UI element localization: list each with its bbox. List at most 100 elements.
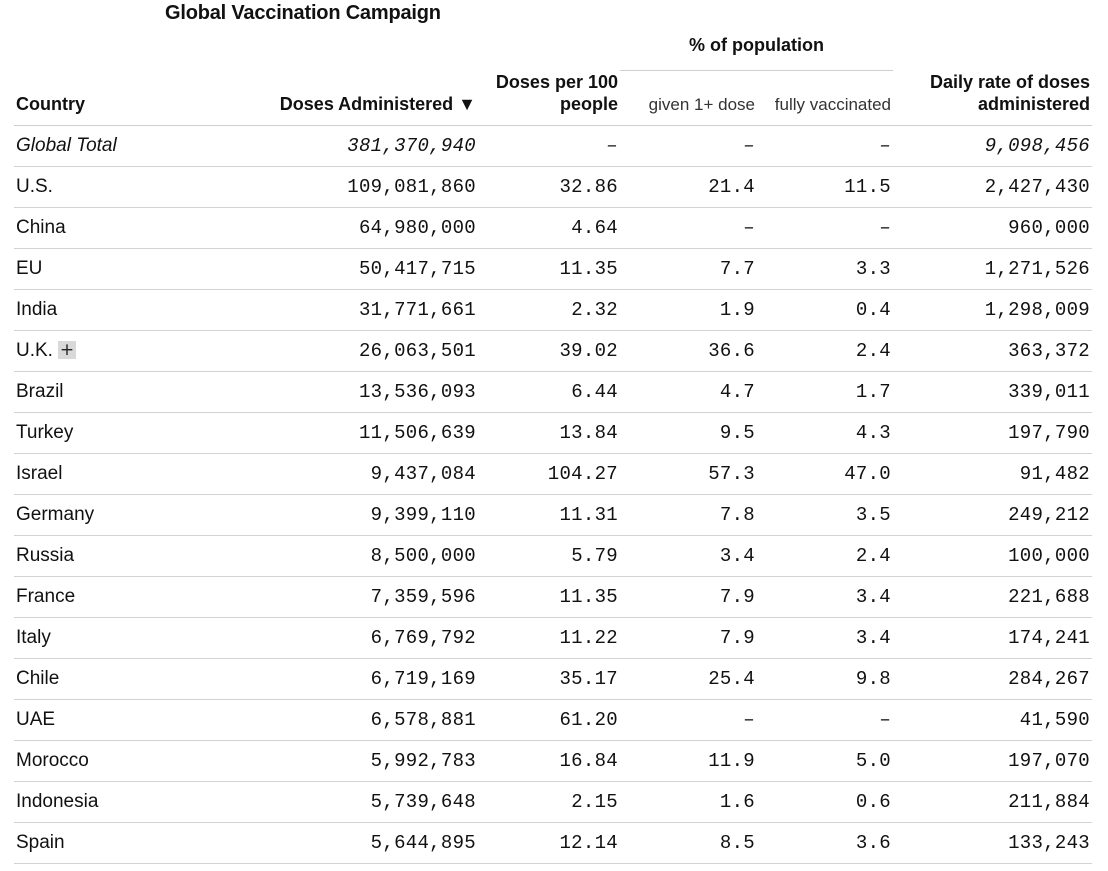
doses-administered: 8,500,000 <box>264 535 478 577</box>
doses-administered: 6,578,881 <box>264 699 478 741</box>
country-label: EU <box>16 257 43 279</box>
given-one-dose: – <box>620 125 757 167</box>
doses-per-100: – <box>478 125 620 167</box>
daily-rate: 363,372 <box>893 330 1093 372</box>
doses-per-100: 11.35 <box>478 248 620 290</box>
doses-administered: 6,769,792 <box>264 617 478 659</box>
given-one-dose: 4.7 <box>620 371 757 413</box>
fully-vaccinated: 1.7 <box>757 371 894 413</box>
daily-rate: 221,688 <box>893 576 1093 618</box>
fully-vaccinated: 3.4 <box>757 576 894 618</box>
doses-administered: 31,771,661 <box>264 289 478 331</box>
page-title: Global Vaccination Campaign <box>165 2 441 24</box>
fully-vaccinated: 3.4 <box>757 617 894 659</box>
doses-per-100: 104.27 <box>478 453 620 495</box>
daily-rate: 1,271,526 <box>893 248 1093 290</box>
header-doses-administered[interactable]: Doses Administered ▼ <box>264 70 478 126</box>
given-one-dose: – <box>620 207 757 249</box>
table-row: China 64,980,000 4.64– –960,000 <box>14 207 1093 249</box>
fully-vaccinated: 2.4 <box>757 535 894 577</box>
country-label: U.K. <box>16 339 53 361</box>
daily-rate: 197,070 <box>893 740 1093 782</box>
doses-administered: 109,081,860 <box>264 166 478 208</box>
country-name: Israel <box>14 453 264 495</box>
fully-vaccinated: 4.3 <box>757 412 894 454</box>
country-name: Indonesia <box>14 781 264 823</box>
doses-administered: 7,359,596 <box>264 576 478 618</box>
fully-vaccinated: 3.5 <box>757 494 894 536</box>
table-row: U.S. 109,081,860 32.86 21.4 11.5 2,427,430 <box>14 166 1093 208</box>
table-row: Italy 6,769,792 11.22 7.9 3.4 174,241 <box>14 617 1093 659</box>
daily-rate: 1,298,009 <box>893 289 1093 331</box>
given-one-dose: 11.9 <box>620 740 757 782</box>
daily-rate: 249,212 <box>893 494 1093 536</box>
given-one-dose: 7.9 <box>620 617 757 659</box>
header-pct-population: % of population <box>689 35 824 55</box>
table-row: U.K. +26,063,501 39.02 36.6 2.4 363,372 <box>14 330 1093 372</box>
doses-administered: 6,719,169 <box>264 658 478 700</box>
country-label: Turkey <box>16 421 74 443</box>
fully-vaccinated: – <box>757 699 894 741</box>
doses-per-100: 2.15 <box>478 781 620 823</box>
fully-vaccinated: 5.0 <box>757 740 894 782</box>
given-one-dose: – <box>620 699 757 741</box>
doses-per-100: 13.84 <box>478 412 620 454</box>
country-name: U.K. + <box>14 330 264 372</box>
doses-per-100: 11.35 <box>478 576 620 618</box>
daily-rate: 133,243 <box>893 822 1093 864</box>
daily-rate: 339,011 <box>893 371 1093 413</box>
header-doses-per-100[interactable]: Doses per 100 people <box>478 70 620 126</box>
fully-vaccinated: 47.0 <box>757 453 894 495</box>
fully-vaccinated: 0.4 <box>757 289 894 331</box>
header-given-one-dose[interactable]: given 1+ dose <box>620 70 757 126</box>
table-row-global-total: Global Total 381,370,940 – – – 9,098,456 <box>14 125 1093 167</box>
given-one-dose: 1.9 <box>620 289 757 331</box>
table-row: Germany 9,399,110 11.31 7.8 3.5 249,212 <box>14 494 1093 536</box>
doses-administered: 5,992,783 <box>264 740 478 782</box>
country-name: Spain <box>14 822 264 864</box>
doses-administered: 13,536,093 <box>264 371 478 413</box>
country-name: Russia <box>14 535 264 577</box>
header-spacer <box>478 34 620 71</box>
table-row: Brazil 13,536,093 6.44 4.7 1.7 339,011 <box>14 371 1093 413</box>
expand-row-button[interactable]: + <box>57 340 76 361</box>
daily-rate: 9,098,456 <box>893 125 1093 167</box>
header-spacer <box>14 34 264 71</box>
country-name: Brazil <box>14 371 264 413</box>
table-row: India 31,771,661 2.32 1.9 0.4 1,298,009 <box>14 289 1093 331</box>
country-name: EU <box>14 248 264 290</box>
country-label: Russia <box>16 544 75 566</box>
country-name: China <box>14 207 264 249</box>
country-label: India <box>16 298 58 320</box>
daily-rate: 100,000 <box>893 535 1093 577</box>
country-name: France <box>14 576 264 618</box>
header-fully-vaccinated[interactable]: fully vaccinated <box>757 70 894 126</box>
doses-administered: 381,370,940 <box>264 125 478 167</box>
country-label: China <box>16 216 66 238</box>
given-one-dose: 1.6 <box>620 781 757 823</box>
doses-per-100: 39.02 <box>478 330 620 372</box>
header-daily-rate[interactable]: Daily rate of doses administered <box>893 70 1093 126</box>
daily-rate: 284,267 <box>893 658 1093 700</box>
country-name: Italy <box>14 617 264 659</box>
doses-per-100: 6.44 <box>478 371 620 413</box>
header-country[interactable]: Country <box>14 70 264 126</box>
doses-administered: 9,399,110 <box>264 494 478 536</box>
country-label: Italy <box>16 626 51 648</box>
doses-per-100: 16.84 <box>478 740 620 782</box>
country-label: Morocco <box>16 749 89 771</box>
doses-per-100: 5.79 <box>478 535 620 577</box>
given-one-dose: 7.9 <box>620 576 757 618</box>
daily-rate: 91,482 <box>893 453 1093 495</box>
given-one-dose: 21.4 <box>620 166 757 208</box>
daily-rate: 211,884 <box>893 781 1093 823</box>
table-row: Israel 9,437,084 104.27 57.3 47.0 91,482 <box>14 453 1093 495</box>
doses-administered: 9,437,084 <box>264 453 478 495</box>
given-one-dose: 57.3 <box>620 453 757 495</box>
country-label: Spain <box>16 831 65 853</box>
table-row: Russia 8,500,000 5.79 3.4 2.4 100,000 <box>14 535 1093 577</box>
given-one-dose: 9.5 <box>620 412 757 454</box>
given-one-dose: 36.6 <box>620 330 757 372</box>
given-one-dose: 7.7 <box>620 248 757 290</box>
doses-administered: 26,063,501 <box>264 330 478 372</box>
